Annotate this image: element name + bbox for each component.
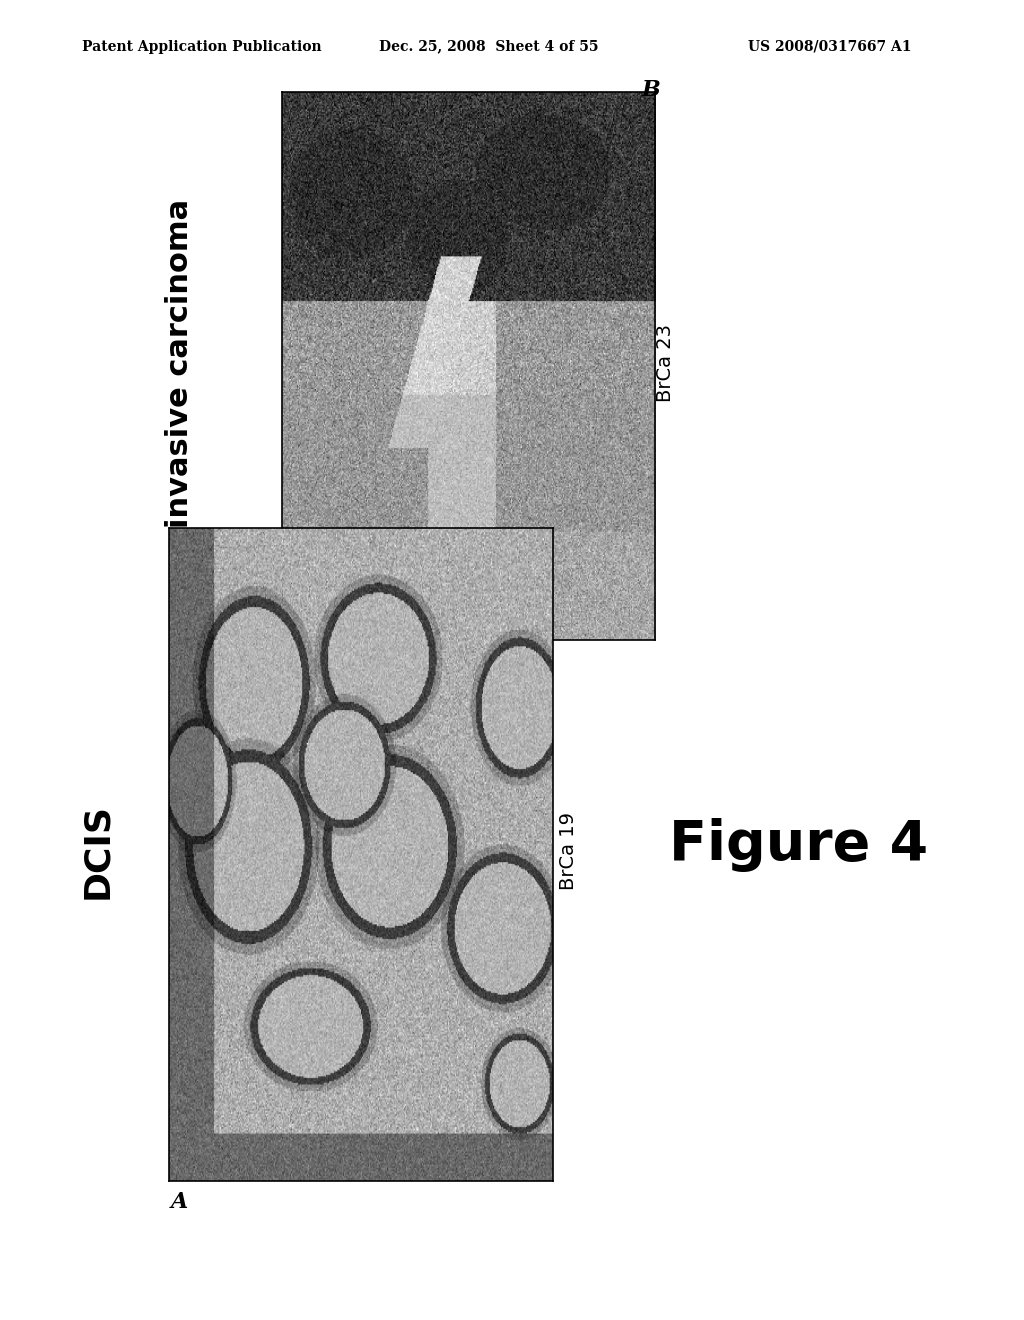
Text: Dec. 25, 2008  Sheet 4 of 55: Dec. 25, 2008 Sheet 4 of 55 — [379, 40, 598, 54]
Text: invasive carcinoma: invasive carcinoma — [165, 198, 194, 528]
Text: BrCa 23: BrCa 23 — [656, 323, 675, 403]
Text: BrCa 19: BrCa 19 — [559, 812, 578, 891]
Text: US 2008/0317667 A1: US 2008/0317667 A1 — [748, 40, 911, 54]
Text: A: A — [171, 1191, 187, 1213]
Text: Figure 4: Figure 4 — [669, 818, 929, 871]
Text: DCIS: DCIS — [80, 804, 115, 899]
Text: Patent Application Publication: Patent Application Publication — [82, 40, 322, 54]
Text: B: B — [642, 79, 660, 102]
